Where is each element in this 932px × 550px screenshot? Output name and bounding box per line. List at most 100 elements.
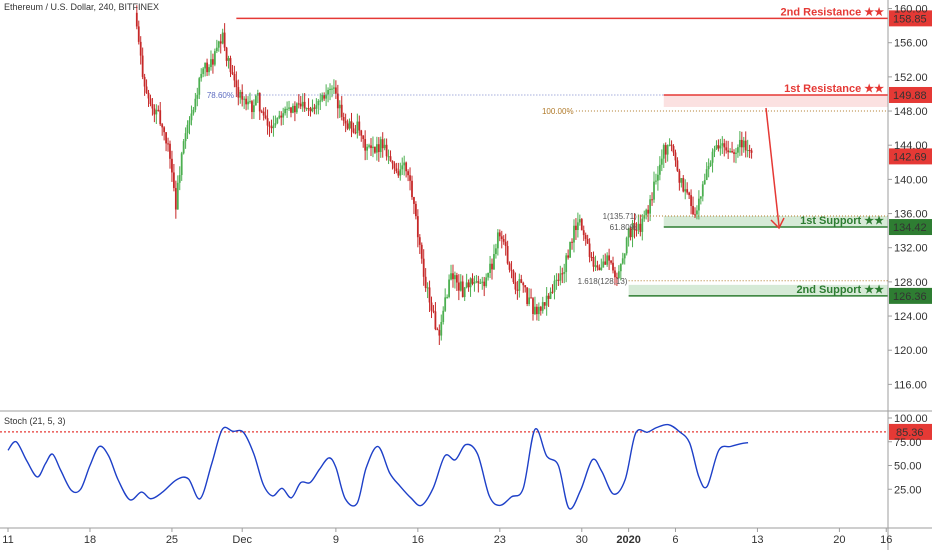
candle-body <box>635 229 638 231</box>
candle-body <box>206 62 208 73</box>
candle-body <box>473 282 476 284</box>
candle-body <box>694 214 696 216</box>
candle-body <box>690 195 692 207</box>
candle-body <box>500 236 503 240</box>
candle-body <box>717 145 720 149</box>
candle-body <box>292 105 294 113</box>
price-tick-label: 116.00 <box>894 379 927 391</box>
candle-body <box>526 287 529 305</box>
price-tick-label: 152.00 <box>894 72 928 84</box>
candle-body <box>428 287 431 303</box>
candle-body <box>354 132 357 134</box>
candle-body <box>161 124 164 128</box>
time-tick-label: 20 <box>833 534 845 546</box>
candle-body <box>731 151 733 153</box>
candle-body <box>180 153 183 176</box>
candle-body <box>176 182 179 210</box>
candle-body <box>651 199 653 201</box>
candle-body <box>446 296 449 298</box>
candle-body <box>563 272 566 274</box>
candle-body <box>639 223 642 232</box>
candle-body <box>746 150 749 152</box>
candle-body <box>362 135 365 140</box>
time-tick-label: 30 <box>576 534 588 546</box>
candle-body <box>573 225 575 243</box>
candle-body <box>198 78 201 95</box>
candle-body <box>643 215 646 219</box>
price-tick-label: 120.00 <box>894 345 928 357</box>
candle-body <box>633 223 636 230</box>
candle-body <box>465 282 468 288</box>
candle-body <box>208 67 210 73</box>
time-tick-label: 11 <box>2 534 13 546</box>
candle-body <box>701 184 704 197</box>
candle-body <box>424 276 427 288</box>
candle-body <box>167 143 169 145</box>
candle-body <box>506 245 509 264</box>
candle-body <box>455 275 458 283</box>
candle-body <box>266 118 269 126</box>
level-zone <box>663 216 888 228</box>
candle-body <box>715 145 718 150</box>
candle-body <box>594 265 597 267</box>
time-tick-label: Dec <box>232 534 252 546</box>
candle-body <box>487 272 490 278</box>
candle-body <box>249 101 251 103</box>
candle-body <box>172 172 175 189</box>
candle-body <box>374 146 376 153</box>
candle-body <box>155 109 158 115</box>
level-price-label: 149.88 <box>893 90 927 102</box>
candle-body <box>381 139 384 149</box>
level-zones <box>628 94 888 296</box>
candle-body <box>571 241 573 243</box>
candle-body <box>309 108 312 112</box>
candle-body <box>282 113 285 118</box>
candle-body <box>744 140 747 151</box>
candle-body <box>692 206 694 215</box>
candle-body <box>688 192 691 196</box>
candle-body <box>229 58 232 73</box>
candle-body <box>580 219 583 231</box>
candle-body <box>231 72 234 75</box>
candle-body <box>479 282 482 284</box>
price-tick-label: 144.00 <box>894 140 928 152</box>
candle-body <box>295 103 298 113</box>
osc-level-label: 85.36 <box>896 427 924 439</box>
candle-body <box>684 189 687 192</box>
candle-body <box>653 181 655 200</box>
candle-body <box>251 101 253 113</box>
candle-body <box>645 209 648 216</box>
candle-body <box>549 291 552 299</box>
candle-body <box>516 289 519 291</box>
candle-body <box>438 330 441 336</box>
candle-body <box>325 94 328 99</box>
candle-body <box>508 263 511 270</box>
osc-tick-label: 25.00 <box>894 484 922 496</box>
price-tick-label: 148.00 <box>894 106 928 118</box>
candle-body <box>387 156 390 158</box>
candle-body <box>169 143 171 159</box>
candle-body <box>268 125 271 127</box>
candle-body <box>496 232 499 249</box>
candle-body <box>405 162 408 172</box>
candle-body <box>467 282 470 288</box>
candle-body <box>416 216 419 238</box>
candle-body <box>670 144 673 147</box>
candle-body <box>588 243 591 257</box>
candle-body <box>178 175 181 183</box>
candle-body <box>188 120 191 125</box>
candle-body <box>278 115 281 118</box>
candle-body <box>391 160 394 164</box>
candle-body <box>699 196 702 199</box>
candle-body <box>338 104 341 109</box>
candle-body <box>182 141 185 154</box>
candle-body <box>372 146 374 149</box>
candle-body <box>212 59 214 65</box>
level-price-box <box>889 287 932 304</box>
time-tick-label: 9 <box>333 534 339 546</box>
candle-body <box>358 121 361 131</box>
candle-body <box>504 241 507 246</box>
candle-body <box>293 105 296 113</box>
candle-body <box>311 107 314 112</box>
